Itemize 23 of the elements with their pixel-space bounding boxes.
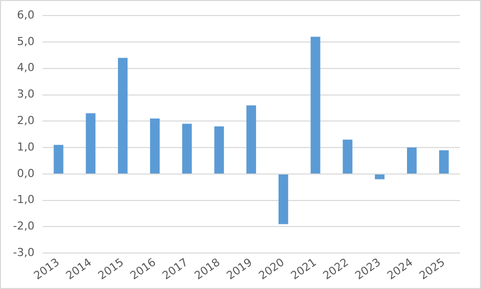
bar (118, 58, 128, 174)
bar (439, 150, 449, 174)
bar (246, 105, 256, 174)
y-tick-label: 4,0 (16, 61, 34, 74)
y-tick-label: 1,0 (16, 140, 34, 154)
bar (150, 118, 160, 174)
y-tick-label: 5,0 (16, 34, 34, 48)
bar (86, 113, 96, 174)
bar (407, 148, 417, 174)
bar (54, 144, 64, 174)
y-tick-label: -2,0 (12, 220, 34, 233)
bar (342, 140, 352, 174)
bar (278, 174, 288, 224)
y-tick-label: 2,0 (16, 114, 34, 128)
bar (182, 124, 192, 174)
bar (310, 36, 320, 174)
bar (214, 126, 224, 174)
y-tick-label: 6,0 (16, 8, 34, 22)
y-tick-label: -3,0 (12, 246, 34, 259)
y-tick-label: -1,0 (12, 193, 34, 206)
y-tick-label: 3,0 (16, 88, 34, 101)
y-tick-label: 0,0 (16, 166, 34, 180)
bar (374, 174, 385, 180)
